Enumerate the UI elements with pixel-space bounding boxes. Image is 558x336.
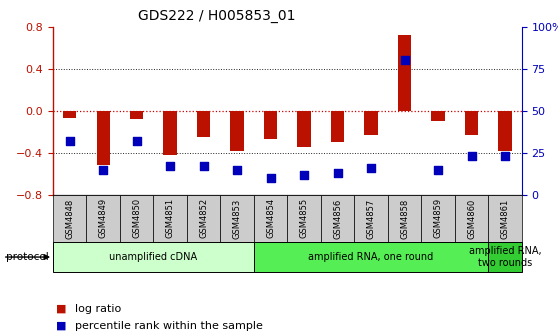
Bar: [455, 195, 488, 242]
Bar: [465, 111, 478, 135]
Point: [99, 167, 108, 172]
Bar: [254, 195, 287, 242]
Bar: [331, 111, 344, 142]
Bar: [86, 195, 120, 242]
Point: [367, 165, 376, 171]
Point: [65, 138, 74, 144]
Bar: [354, 195, 388, 242]
Point: [266, 175, 275, 181]
Text: GSM4860: GSM4860: [467, 198, 476, 239]
Bar: [120, 195, 153, 242]
Point: [132, 138, 141, 144]
Bar: [163, 111, 177, 155]
Bar: [254, 242, 488, 272]
Bar: [63, 111, 76, 118]
Text: GSM4854: GSM4854: [266, 198, 275, 239]
Bar: [153, 195, 187, 242]
Bar: [220, 195, 254, 242]
Text: GSM4849: GSM4849: [99, 198, 108, 239]
Point: [199, 164, 208, 169]
Point: [166, 164, 175, 169]
Text: unamplified cDNA: unamplified cDNA: [109, 252, 198, 262]
Bar: [421, 195, 455, 242]
Point: [300, 172, 309, 177]
Point: [467, 154, 476, 159]
Bar: [498, 111, 512, 151]
Bar: [53, 242, 254, 272]
Bar: [321, 195, 354, 242]
Text: amplified RNA,
two rounds: amplified RNA, two rounds: [469, 246, 541, 268]
Bar: [488, 242, 522, 272]
Text: amplified RNA, one round: amplified RNA, one round: [309, 252, 434, 262]
Text: GSM4850: GSM4850: [132, 198, 141, 239]
Text: GSM4855: GSM4855: [300, 198, 309, 239]
Bar: [130, 111, 143, 119]
Point: [434, 167, 442, 172]
Bar: [431, 111, 445, 121]
Text: GSM4851: GSM4851: [166, 198, 175, 239]
Text: log ratio: log ratio: [75, 304, 122, 314]
Bar: [97, 111, 110, 166]
Title: GDS222 / H005853_01: GDS222 / H005853_01: [138, 9, 296, 23]
Bar: [388, 195, 421, 242]
Bar: [297, 111, 311, 146]
Point: [400, 58, 409, 63]
Point: [501, 154, 509, 159]
Bar: [53, 195, 86, 242]
Text: GSM4848: GSM4848: [65, 198, 74, 239]
Text: ■: ■: [56, 321, 66, 331]
Text: GSM4852: GSM4852: [199, 198, 208, 239]
Bar: [398, 35, 411, 111]
Bar: [287, 195, 321, 242]
Text: GSM4856: GSM4856: [333, 198, 342, 239]
Bar: [264, 111, 277, 139]
Bar: [187, 195, 220, 242]
Text: GSM4859: GSM4859: [434, 198, 442, 239]
Bar: [488, 195, 522, 242]
Text: GSM4858: GSM4858: [400, 198, 409, 239]
Point: [233, 167, 242, 172]
Bar: [230, 111, 244, 151]
Text: protocol: protocol: [6, 252, 49, 262]
Text: GSM4861: GSM4861: [501, 198, 509, 239]
Text: ■: ■: [56, 304, 66, 314]
Bar: [364, 111, 378, 135]
Text: GSM4857: GSM4857: [367, 198, 376, 239]
Bar: [197, 111, 210, 137]
Text: GSM4853: GSM4853: [233, 198, 242, 239]
Text: percentile rank within the sample: percentile rank within the sample: [75, 321, 263, 331]
Point: [333, 170, 342, 176]
